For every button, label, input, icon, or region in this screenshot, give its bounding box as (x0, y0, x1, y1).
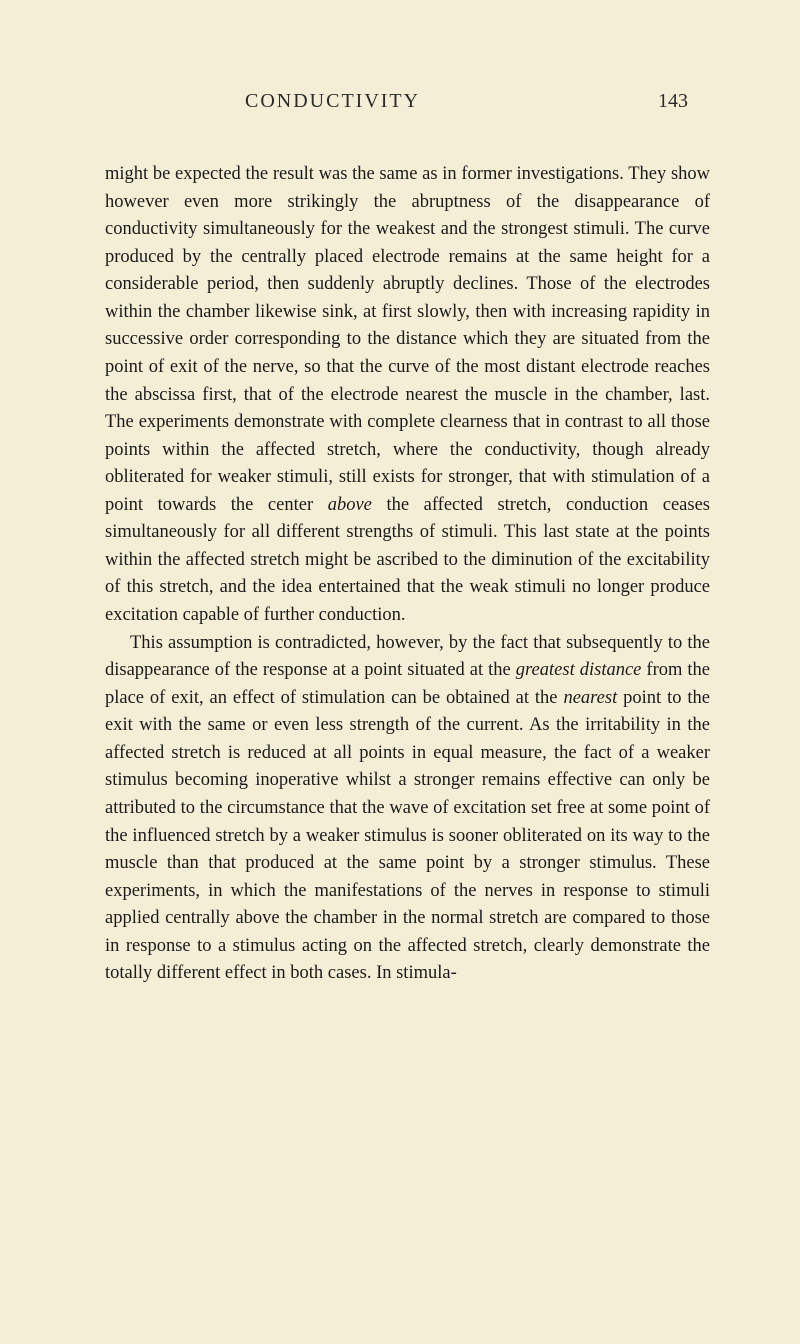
italic-text: above (328, 495, 372, 515)
italic-text: greatest distance (516, 660, 642, 680)
body-text: might be expected the result was the sam… (105, 161, 710, 988)
paragraph: This assumption is contradicted, however… (105, 630, 710, 988)
italic-text: nearest (563, 688, 617, 708)
page-number: 143 (658, 90, 688, 113)
header-title: CONDUCTIVITY (245, 90, 420, 113)
page-header: CONDUCTIVITY 143 (105, 90, 710, 113)
paragraph: might be expected the result was the sam… (105, 161, 710, 630)
